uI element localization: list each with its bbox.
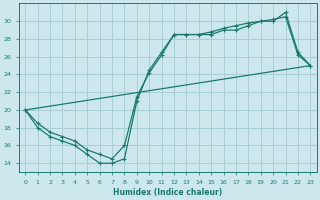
X-axis label: Humidex (Indice chaleur): Humidex (Indice chaleur): [113, 188, 222, 197]
